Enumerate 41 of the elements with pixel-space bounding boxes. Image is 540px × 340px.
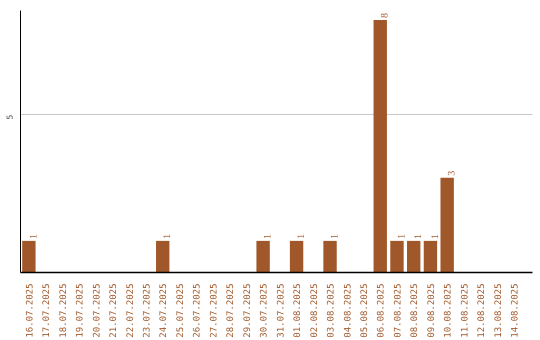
x-tick-label: 26.07.2025 <box>192 283 203 338</box>
data-label: 1 <box>262 234 274 239</box>
x-tick-label: 07.08.2025 <box>393 283 404 338</box>
x-tick-label: 14.08.2025 <box>510 283 521 338</box>
x-tick-label: 09.08.2025 <box>426 283 437 338</box>
x-tick-label: 13.08.2025 <box>494 283 504 338</box>
data-label: 1 <box>162 234 174 239</box>
x-tick-label: 19.07.2025 <box>76 283 86 338</box>
x-tick-label: 03.08.2025 <box>326 283 337 338</box>
x-tick-label: 21.07.2025 <box>109 283 120 338</box>
x-tick-label: 31.07.2025 <box>276 283 286 338</box>
x-tick-label: 23.07.2025 <box>142 283 152 338</box>
y-tick-label: 5 <box>6 114 14 120</box>
data-label: 1 <box>330 234 341 239</box>
x-tick-label: 20.07.2025 <box>92 283 102 338</box>
x-tick-label: 06.08.2025 <box>376 283 387 338</box>
x-tick-label: 25.07.2025 <box>176 283 186 338</box>
data-label: 8 <box>380 12 391 18</box>
x-tick-label: 02.08.2025 <box>310 283 320 338</box>
x-tick-label: 17.07.2025 <box>42 283 52 338</box>
data-label: 1 <box>28 234 40 239</box>
data-label: 3 <box>446 170 458 176</box>
data-label: 1 <box>413 234 424 239</box>
x-tick-label: 18.07.2025 <box>58 283 69 338</box>
x-tick-label: 12.08.2025 <box>477 283 488 338</box>
x-tick-label: 29.07.2025 <box>242 283 253 338</box>
x-tick-label: 05.08.2025 <box>360 283 370 338</box>
x-tick-label: 08.08.2025 <box>410 283 420 338</box>
x-tick-label: 30.07.2025 <box>260 283 270 338</box>
x-tick-label: 04.08.2025 <box>343 283 354 338</box>
x-tick-label: 22.07.2025 <box>126 283 136 338</box>
x-tick-label: 28.07.2025 <box>226 283 236 338</box>
x-tick-label: 27.07.2025 <box>209 283 220 338</box>
x-tick-label: 11.08.2025 <box>460 283 470 338</box>
data-label: 1 <box>296 234 308 239</box>
x-tick-label: 10.08.2025 <box>444 283 454 338</box>
x-tick-label: 16.07.2025 <box>25 283 36 338</box>
x-tick-label: 24.07.2025 <box>159 283 170 338</box>
x-tick-label: 01.08.2025 <box>293 283 304 338</box>
data-label: 1 <box>396 234 408 239</box>
data-label: 1 <box>430 234 441 239</box>
